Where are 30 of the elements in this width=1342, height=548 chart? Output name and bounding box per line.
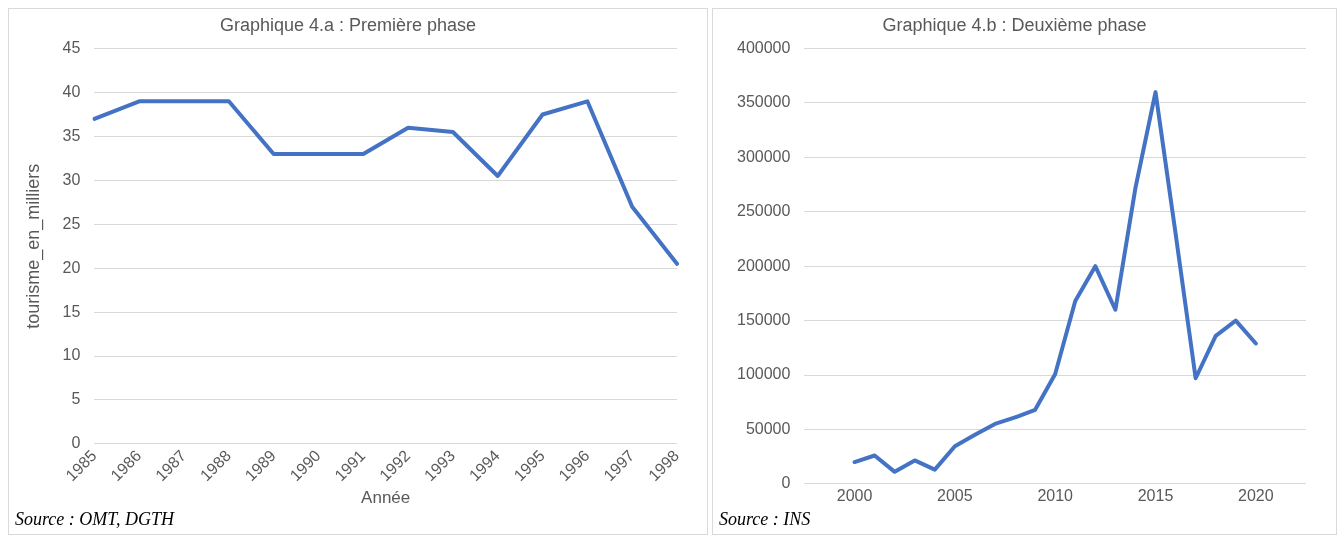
y-tick-label: 25 — [62, 214, 81, 232]
y-tick-label: 350000 — [737, 93, 791, 111]
y-tick-label: 0 — [781, 474, 791, 492]
y-tick-label: 150000 — [737, 311, 791, 329]
x-tick-label: 2000 — [836, 486, 873, 504]
chart-title: Graphique 4.a : Première phase — [219, 14, 477, 35]
y-tick-label: 15 — [62, 302, 81, 320]
x-tick-label: 2020 — [1238, 486, 1274, 504]
y-tick-label: 400000 — [737, 39, 791, 57]
x-tick-label: 2010 — [1037, 486, 1074, 504]
y-tick-label: 45 — [62, 39, 81, 57]
y-tick-label: 10 — [62, 346, 81, 364]
source-note: Source : OMT, DGTH — [14, 509, 176, 531]
y-tick-label: 40 — [62, 82, 81, 100]
chart-title: Graphique 4.b : Deuxième phase — [882, 14, 1147, 35]
y-tick-label: 300000 — [737, 147, 791, 165]
y-tick-label: 50000 — [745, 419, 791, 437]
y-tick-label: 250000 — [737, 202, 791, 220]
y-tick-label: 200000 — [737, 256, 791, 274]
y-tick-label: 20 — [62, 258, 81, 276]
x-axis-title: Année — [361, 488, 411, 508]
y-tick-label: 0 — [71, 434, 81, 452]
y-tick-label: 5 — [71, 390, 81, 408]
y-tick-label: 30 — [62, 170, 81, 188]
y-axis-title: tourisme_en_milliers — [22, 163, 44, 329]
source-note: Source : INS — [718, 509, 812, 531]
y-tick-label: 100000 — [737, 365, 791, 383]
x-tick-label: 2005 — [937, 486, 973, 504]
y-tick-label: 35 — [62, 126, 81, 144]
x-tick-label: 2015 — [1137, 486, 1174, 504]
